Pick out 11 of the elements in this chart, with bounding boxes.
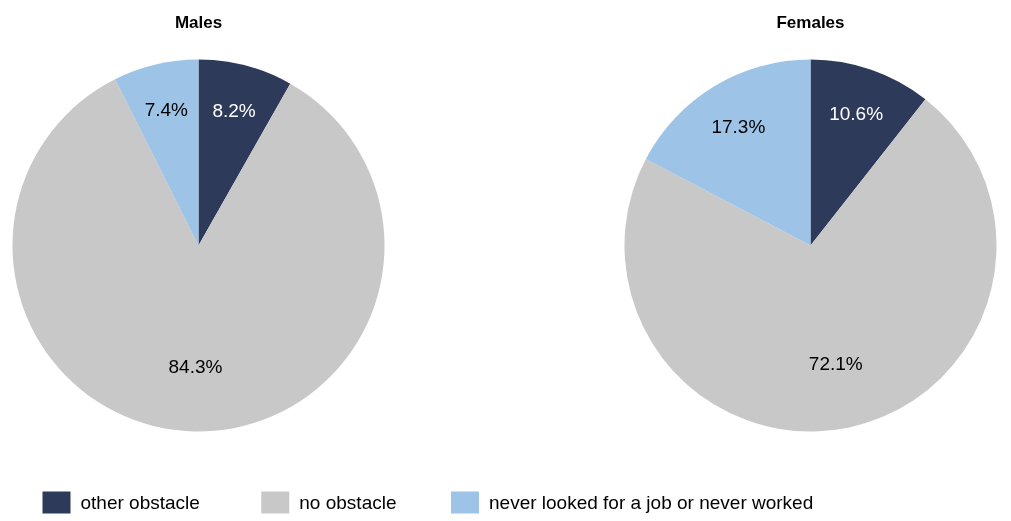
data-label: 8.2%	[212, 100, 256, 122]
data-label: 17.3%	[711, 115, 766, 137]
data-label: 72.1%	[808, 353, 863, 375]
data-label: 7.4%	[144, 99, 189, 121]
chart-title: Females	[776, 13, 845, 32]
chart-title: Males	[174, 13, 223, 32]
data-label: 84.3%	[168, 355, 223, 377]
legend-label: never looked for a job or never worked	[489, 492, 814, 513]
legend-label: no obstacle	[299, 492, 397, 513]
legend-label: other obstacle	[80, 492, 200, 513]
data-label: 10.6%	[829, 103, 884, 125]
